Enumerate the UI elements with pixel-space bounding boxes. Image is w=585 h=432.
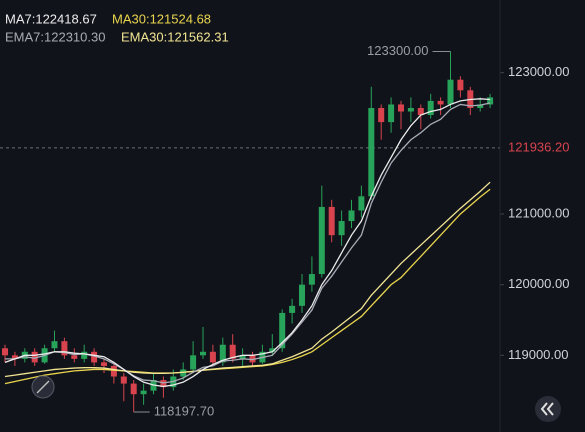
current-price-label: 121936.20 xyxy=(508,139,569,154)
candle-body xyxy=(378,107,385,123)
candle-body xyxy=(229,344,236,359)
candle-body xyxy=(61,341,68,356)
candle-body xyxy=(358,196,365,211)
candle-body xyxy=(368,107,375,197)
candle-body xyxy=(200,351,206,356)
candle-body xyxy=(71,355,78,359)
candle-body xyxy=(219,344,226,363)
candle-body xyxy=(308,274,315,285)
reset-button[interactable] xyxy=(535,396,561,422)
candle-body xyxy=(239,355,246,359)
candle-body xyxy=(417,107,424,116)
legend-entry: EMA30:121562.31 xyxy=(121,29,229,44)
legend-entry: MA30:121524.68 xyxy=(112,11,211,26)
candle-body xyxy=(299,284,305,306)
indicator-line xyxy=(5,102,491,384)
annotation-label: 118197.70 xyxy=(154,403,215,418)
indicator-line xyxy=(4,188,491,385)
candle-body xyxy=(388,104,395,123)
candle-body xyxy=(31,351,38,363)
candle-body xyxy=(437,100,444,105)
candle-body xyxy=(120,376,127,384)
candle-body xyxy=(427,100,434,116)
candle-body xyxy=(328,206,335,236)
candle-body xyxy=(110,365,117,377)
candle-body xyxy=(487,97,494,105)
y-tick-label: 123000.00 xyxy=(508,64,569,79)
annotation-label: 123300.00 xyxy=(367,43,428,58)
candle-body xyxy=(209,351,216,363)
candle-body xyxy=(269,348,276,352)
plot-layer: 119000.00 120000.00 121000.00 123000.00 1219… xyxy=(0,11,569,418)
candle-body xyxy=(477,104,484,108)
candle-body xyxy=(140,390,147,395)
candle-body xyxy=(51,341,58,349)
candle-body xyxy=(11,355,18,359)
legend-entry: MA7:122418.67 xyxy=(5,11,97,26)
candle-body xyxy=(407,107,414,112)
legend-entry: EMA7:122310.30 xyxy=(5,29,105,44)
candle-body xyxy=(447,79,454,105)
candle-body xyxy=(348,210,355,222)
candle-body xyxy=(398,104,404,112)
candle-body xyxy=(2,348,8,356)
candle-body xyxy=(130,383,137,395)
indicator-line xyxy=(4,98,491,388)
candle-body xyxy=(160,380,167,388)
candle-body xyxy=(457,79,464,91)
indicator-line xyxy=(4,181,491,378)
candle-body xyxy=(91,351,98,363)
candle-body xyxy=(289,305,296,313)
y-tick-label: 120000.00 xyxy=(508,276,569,291)
candle-body xyxy=(81,351,88,359)
y-tick-label: 119000.00 xyxy=(508,347,569,362)
candle-body xyxy=(180,369,187,377)
candle-body xyxy=(318,206,325,275)
drawing-tool-icon[interactable] xyxy=(31,375,55,399)
candle-body xyxy=(279,312,286,349)
y-tick-label: 121000.00 xyxy=(508,205,569,220)
candle-body xyxy=(338,221,345,236)
candle-body xyxy=(249,355,256,363)
candle-body xyxy=(190,355,197,370)
candle-body xyxy=(101,362,107,366)
